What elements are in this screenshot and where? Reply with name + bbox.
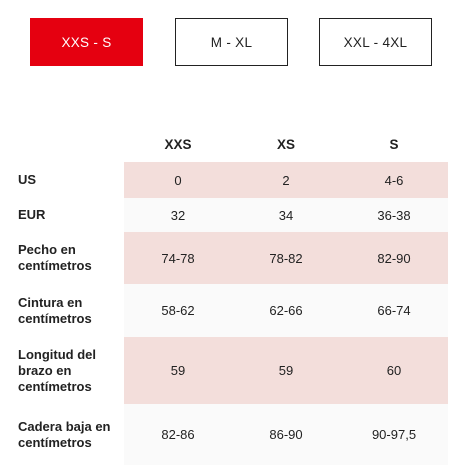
table-cell: 86-90 [232, 404, 340, 465]
table-cell: 58-62 [124, 284, 232, 337]
column-header-s: S [389, 137, 399, 152]
table-cell: 82-90 [340, 232, 448, 284]
header-empty-cell [0, 127, 124, 162]
table-cell: 59 [232, 337, 340, 404]
table-header-row: XXS XS S [0, 127, 448, 162]
row-label: Cadera baja en centímetros [0, 404, 124, 465]
table-cell: 82-86 [124, 404, 232, 465]
table-cell: 62-66 [232, 284, 340, 337]
table-cell: 4-6 [340, 162, 448, 198]
table-cell: 2 [232, 162, 340, 198]
row-label: Longitud del brazo en centímetros [0, 337, 124, 404]
table-row-hip: Cadera baja en centímetros 82-86 86-90 9… [0, 404, 448, 465]
size-range-tabs: XXS - S M - XL XXL - 4XL [0, 0, 465, 70]
table-cell: 32 [124, 198, 232, 232]
table-row-us: US 0 2 4-6 [0, 162, 448, 198]
tab-xxs-s[interactable]: XXS - S [30, 18, 143, 66]
size-chart-table: XXS XS S US 0 2 4-6 EUR 32 34 36-38 Pech… [0, 127, 448, 465]
row-label: US [0, 162, 124, 198]
table-cell: 36-38 [340, 198, 448, 232]
table-cell: 0 [124, 162, 232, 198]
table-cell: 90-97,5 [340, 404, 448, 465]
row-label: Cintura en centímetros [0, 284, 124, 337]
column-header-xs: XS [276, 137, 295, 152]
table-cell: 66-74 [340, 284, 448, 337]
row-label: EUR [0, 198, 124, 232]
table-row-eur: EUR 32 34 36-38 [0, 198, 448, 232]
table-cell: 60 [340, 337, 448, 404]
table-row-waist: Cintura en centímetros 58-62 62-66 66-74 [0, 284, 448, 337]
table-cell: 74-78 [124, 232, 232, 284]
tab-xxl-4xl[interactable]: XXL - 4XL [319, 18, 432, 66]
table-row-sleeve: Longitud del brazo en centímetros 59 59 … [0, 337, 448, 404]
row-label: Pecho en centímetros [0, 232, 124, 284]
table-row-chest: Pecho en centímetros 74-78 78-82 82-90 [0, 232, 448, 284]
tab-m-xl[interactable]: M - XL [175, 18, 288, 66]
table-cell: 78-82 [232, 232, 340, 284]
table-cell: 34 [232, 198, 340, 232]
column-header-xxs: XXS [164, 137, 192, 152]
table-cell: 59 [124, 337, 232, 404]
